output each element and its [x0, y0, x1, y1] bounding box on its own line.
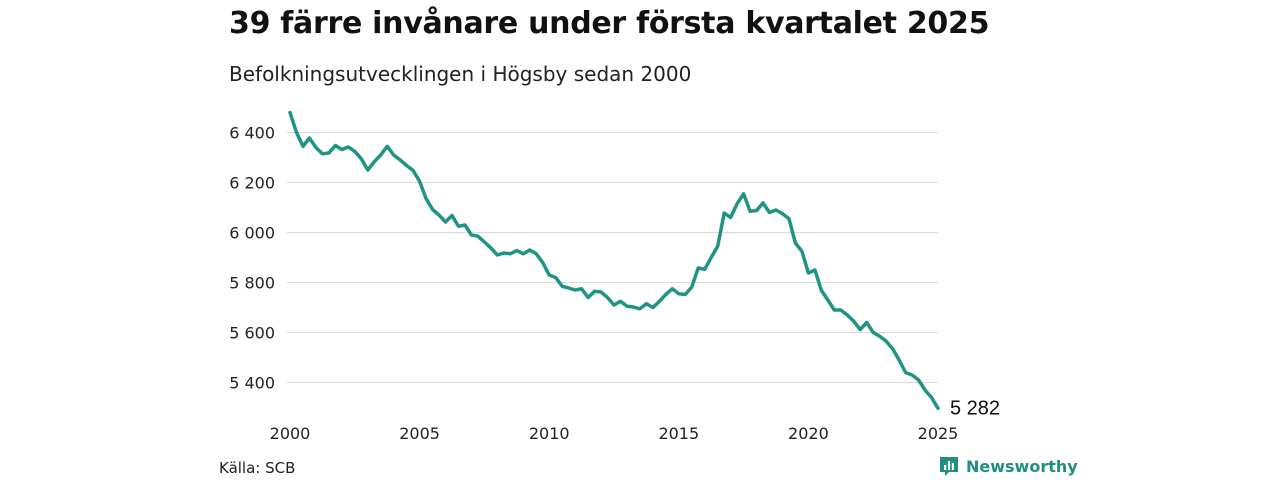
x-tick-label: 2005 — [399, 424, 440, 443]
y-tick-label: 6 400 — [229, 124, 275, 143]
bar-chart-icon — [940, 457, 958, 476]
y-axis: 5 400 5 600 5 800 6 000 6 200 6 400 — [229, 124, 275, 393]
x-tick-label: 2000 — [270, 424, 311, 443]
population-line — [288, 110, 940, 411]
y-tick-label: 6 200 — [229, 174, 275, 193]
grid-lines — [287, 132, 938, 383]
chart-title: 39 färre invånare under första kvartalet… — [229, 6, 990, 41]
y-tick-label: 6 000 — [229, 224, 275, 243]
source-note: Källa: SCB — [219, 459, 296, 477]
brand-logo: Newsworthy — [938, 455, 1078, 477]
x-tick-label: 2015 — [658, 424, 699, 443]
y-tick-label: 5 600 — [229, 324, 275, 343]
x-tick-label: 2025 — [918, 424, 959, 443]
x-axis: 2000 2005 2010 2015 2020 2025 — [270, 424, 959, 443]
y-tick-label: 5 800 — [229, 274, 275, 293]
x-tick-label: 2020 — [788, 424, 829, 443]
brand-name: Newsworthy — [966, 456, 1078, 476]
chart-subtitle: Befolkningsutvecklingen i Högsby sedan 2… — [229, 62, 692, 86]
end-value-label: 5 282 — [950, 397, 1000, 419]
y-tick-label: 5 400 — [229, 374, 275, 393]
x-tick-label: 2010 — [529, 424, 570, 443]
